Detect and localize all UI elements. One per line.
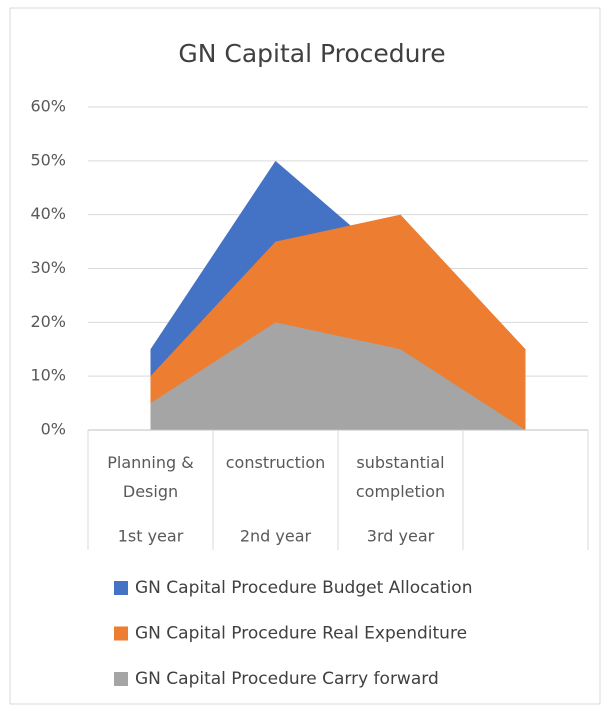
area <box>150 322 526 430</box>
x-tick-label: construction <box>226 453 326 472</box>
legend-label: GN Capital Procedure Budget Allocation <box>135 578 472 598</box>
legend-label: GN Capital Procedure Carry forward <box>135 669 439 689</box>
legend-swatch <box>114 672 128 686</box>
y-tick-label: 40% <box>30 204 66 223</box>
x-tick-label: Planning & Design <box>107 453 193 501</box>
y-tick-label: 60% <box>30 97 66 116</box>
y-tick-label: 30% <box>30 258 66 277</box>
x-group-label: 3rd year <box>367 527 435 546</box>
y-tick-label: 20% <box>30 312 66 331</box>
legend-label: GN Capital Procedure Real Expenditure <box>135 624 467 644</box>
x-group-label: 1st year <box>118 527 184 546</box>
y-tick-label: 50% <box>30 150 66 169</box>
y-tick-label: 0% <box>41 420 66 439</box>
x-group-label: 2nd year <box>240 527 312 546</box>
y-tick-label: 10% <box>30 366 66 385</box>
legend-swatch <box>114 581 128 595</box>
legend-swatch <box>114 626 128 641</box>
chart-title: GN Capital Procedure <box>178 39 445 68</box>
x-tick-label: substantial completion <box>356 453 445 501</box>
